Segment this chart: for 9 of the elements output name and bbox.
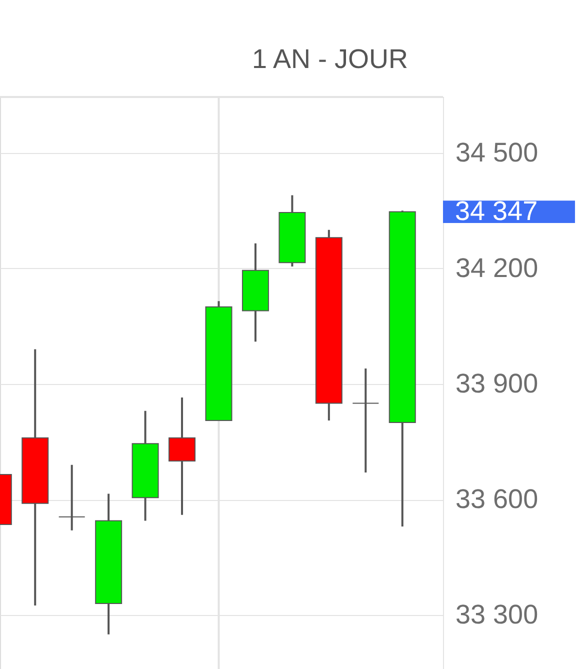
candlestick — [352, 368, 380, 474]
y-tick-label: 33 900 — [456, 368, 538, 398]
y-tick-label: 33 600 — [456, 484, 538, 514]
candlestick — [58, 464, 86, 532]
y-tick-label: 34 200 — [456, 252, 538, 283]
y-tick-label: 34 500 — [456, 137, 538, 168]
text: 34 347 — [455, 196, 538, 226]
y-tick-label: 33 300 — [456, 600, 538, 630]
chart-title: 1 AN - JOUR — [252, 44, 408, 74]
